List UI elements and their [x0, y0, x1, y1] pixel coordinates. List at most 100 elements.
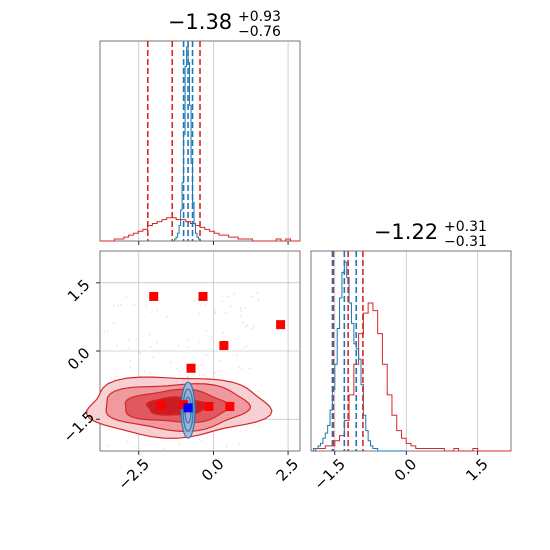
- hist-param1-frame: [310, 250, 512, 452]
- ytick-label: 0.0: [64, 344, 94, 374]
- sample-dot: [156, 341, 158, 344]
- sample-dot: [207, 353, 209, 356]
- truth-point-red: [225, 401, 235, 411]
- truth-point-red: [156, 401, 166, 411]
- hist-param1-grid: [334, 251, 478, 451]
- contour-blue: [182, 388, 194, 432]
- sample-dot: [203, 354, 206, 357]
- sample-dot: [128, 338, 130, 341]
- sample-dot: [203, 373, 206, 376]
- sample-dot: [125, 296, 128, 299]
- hist-param0-blue-series: [171, 46, 202, 242]
- sample-dot: [143, 370, 146, 372]
- sample-dot: [218, 370, 221, 372]
- title-param0-upper: +0.93: [238, 9, 281, 25]
- sample-dot: [236, 354, 239, 356]
- scatter-2d-panel: −2.5 0.0 2.5 −1.50.01.5: [60, 250, 302, 494]
- truth-point-red: [186, 363, 196, 373]
- sample-dot: [214, 311, 217, 313]
- sample-dot: [203, 365, 205, 367]
- sample-dot: [205, 330, 207, 332]
- sample-dot: [162, 448, 165, 450]
- sample-dot: [219, 360, 222, 362]
- sample-dot: [199, 340, 201, 343]
- title-param0-lower: −0.76: [238, 24, 281, 40]
- sample-dot: [150, 345, 152, 348]
- hist-param1-blue-series: [311, 261, 407, 452]
- sample-dot: [103, 330, 105, 333]
- title-param1: −1.22: [374, 220, 438, 244]
- sample-dot: [222, 331, 224, 334]
- sample-dot: [214, 312, 217, 314]
- sample-dot: [150, 311, 153, 313]
- title-param0: −1.38: [168, 10, 232, 34]
- title-param1-upper: +0.31: [444, 219, 487, 235]
- sample-dot: [239, 310, 242, 312]
- sample-dot: [148, 333, 151, 336]
- sample-dot: [237, 366, 240, 369]
- sample-dot: [194, 300, 196, 303]
- sample-dot: [129, 359, 131, 362]
- sample-dot: [152, 356, 155, 359]
- truth-point-blue: [183, 403, 193, 413]
- sample-dot: [244, 306, 247, 309]
- scatter-2d-truth-points: [149, 291, 286, 413]
- sample-dot: [139, 352, 142, 354]
- sample-dot: [177, 344, 180, 347]
- sample-dot: [178, 442, 180, 445]
- sample-dot: [244, 346, 246, 348]
- truth-point-red: [149, 291, 159, 301]
- sample-dot: [199, 304, 201, 307]
- sample-dot: [225, 312, 227, 314]
- sample-dot: [176, 367, 178, 370]
- scatter-2d-xticks: −2.5 0.0 2.5: [114, 451, 302, 494]
- sample-dot: [240, 367, 242, 369]
- sample-dot: [213, 308, 216, 311]
- hist-param0-xticks: [138, 241, 289, 245]
- sample-dot: [112, 322, 115, 324]
- sample-dot: [252, 325, 255, 328]
- sample-dot: [198, 313, 201, 315]
- sample-dot: [225, 445, 228, 448]
- sample-dot: [257, 299, 260, 301]
- hist-param0-grid: [138, 41, 289, 241]
- truth-point-red: [204, 401, 214, 411]
- sample-dot: [214, 371, 217, 374]
- sample-dot: [200, 440, 203, 443]
- sample-dot: [246, 324, 248, 326]
- sample-dot: [257, 390, 260, 393]
- xtick-label: −1.5: [310, 455, 348, 493]
- sample-dot: [211, 336, 213, 338]
- sample-dot: [187, 339, 190, 341]
- xtick-label: 0.0: [391, 455, 421, 485]
- xtick-label: 2.5: [273, 455, 303, 485]
- sample-dot: [114, 375, 117, 377]
- truth-point-red: [276, 320, 286, 330]
- sample-dot: [233, 293, 236, 295]
- sample-dot: [238, 443, 241, 446]
- sample-dot: [156, 309, 158, 311]
- sample-dot: [112, 305, 115, 307]
- sample-dot: [256, 292, 259, 294]
- sample-dot: [245, 429, 248, 431]
- sample-dot: [107, 330, 109, 332]
- truth-point-red: [198, 291, 208, 301]
- sample-dot: [229, 305, 232, 308]
- title-param1-lower: −0.31: [444, 234, 487, 250]
- sample-dot: [258, 425, 260, 428]
- hist-param0-panel: −1.38 +0.93 −0.76: [99, 9, 301, 245]
- sample-dot: [129, 366, 131, 368]
- sample-dot: [221, 300, 223, 303]
- sample-dot: [145, 304, 147, 307]
- truth-point-red: [219, 341, 229, 351]
- sample-dot: [243, 384, 246, 387]
- scatter-2d-yticks: −1.50.01.5: [60, 276, 100, 446]
- hist-param1-xticks: −1.5 0.0 1.5: [310, 451, 492, 494]
- ytick-label: 1.5: [64, 276, 94, 306]
- sample-dot: [127, 347, 130, 349]
- sample-dot: [198, 438, 201, 441]
- sample-dot: [209, 340, 212, 343]
- sample-dot: [149, 372, 151, 374]
- sample-dot: [198, 374, 201, 377]
